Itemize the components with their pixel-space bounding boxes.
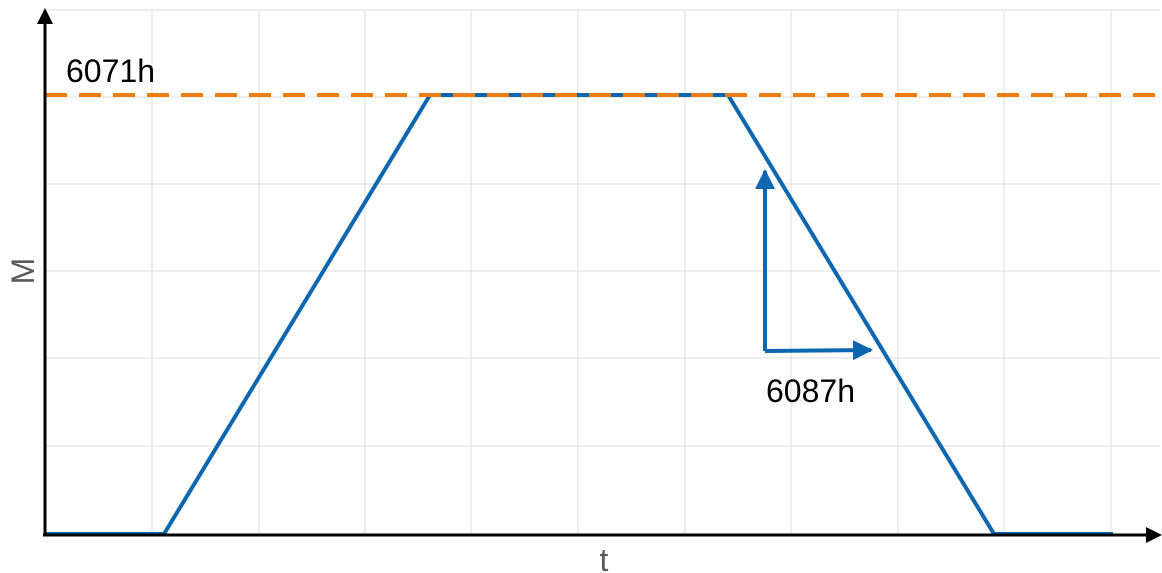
x-axis-arrowhead: [1146, 527, 1162, 543]
torque-profile-line: [46, 93, 1113, 536]
x-axis-label: t: [600, 542, 609, 573]
slope-arrow-right: [764, 340, 873, 361]
reference-line-label: 6071h: [66, 53, 155, 89]
slope-annotation-arrows: [755, 169, 873, 361]
y-axis-arrowhead: [37, 8, 53, 24]
y-axis-label: M: [5, 258, 41, 285]
slope-annotation-label: 6087h: [766, 373, 855, 409]
